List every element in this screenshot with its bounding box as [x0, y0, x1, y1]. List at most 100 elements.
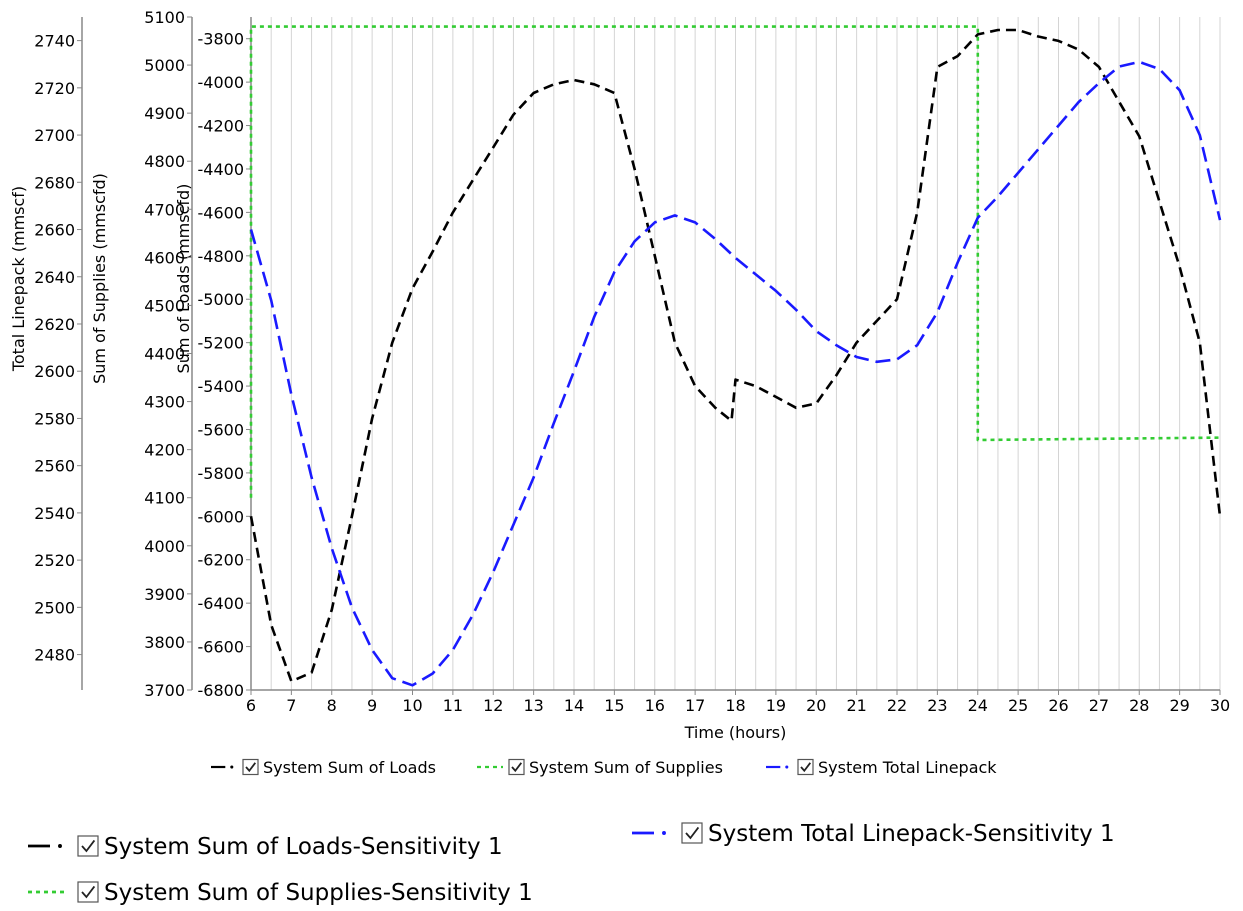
series-line-2 — [249, 60, 1222, 687]
x-tick-label: 13 — [523, 696, 543, 715]
y-tick-label-supplies: 5000 — [144, 56, 185, 75]
y-tick-label-supplies: 4400 — [144, 345, 185, 364]
y-tick-label-linepack: 2640 — [34, 268, 75, 287]
legend-item-small: System Total Linepack — [766, 758, 997, 777]
checkbox-box — [508, 758, 525, 776]
x-tick-label: 27 — [1089, 696, 1109, 715]
y-tick-label-loads: -4000 — [198, 73, 245, 92]
checkbox-box — [681, 822, 703, 844]
x-tick-label: 29 — [1169, 696, 1189, 715]
checkbox-checked-icon — [681, 822, 703, 844]
axes: 6 7 8 9 10 11 12 13 14 15 16 17 18 19 20 21 22 23 24 25 26 27… — [9, 8, 1230, 742]
y-tick-label-loads: -4400 — [198, 160, 245, 179]
x-tick-label: 14 — [564, 696, 584, 715]
checkbox-tick — [800, 762, 812, 773]
y-tick-label-loads: -5200 — [198, 334, 245, 353]
checkbox-tick — [81, 839, 96, 853]
x-tick-label: 6 — [246, 696, 256, 715]
legend-item-small: System Sum of Loads — [211, 758, 436, 777]
checkbox-tick — [81, 885, 96, 899]
legend-label-small: System Total Linepack — [818, 758, 997, 777]
checkbox-tick — [511, 762, 523, 773]
series-lines — [249, 25, 1222, 687]
y-axis-title-supplies: Sum of Supplies (mmscfd) — [90, 173, 109, 384]
y-axis-title-loads: Sum of Loads (mmscfd) — [174, 184, 193, 374]
y-tick-label-loads: -4600 — [198, 203, 245, 222]
legend: System Sum of Loads System Sum of Supplie… — [28, 758, 1115, 906]
x-tick-label: 24 — [968, 696, 988, 715]
y-tick-label-linepack: 2560 — [34, 457, 75, 476]
x-axis-title: Time (hours) — [684, 723, 787, 742]
y-tick-label-supplies: 4100 — [144, 489, 185, 508]
x-tick-label: 30 — [1210, 696, 1230, 715]
y-tick-label-supplies: 5100 — [144, 8, 185, 27]
legend-item-large: System Sum of Loads-Sensitivity 1 — [28, 834, 503, 860]
legend-label-large: System Sum of Loads-Sensitivity 1 — [104, 834, 503, 860]
checkbox-box — [797, 758, 814, 776]
series-line-1 — [249, 25, 1221, 498]
legend-dot-sample — [58, 844, 62, 848]
y-tick-label-loads: -3800 — [198, 30, 245, 49]
checkbox-box — [242, 758, 259, 776]
legend-label-small: System Sum of Supplies — [529, 758, 723, 777]
y-tick-label-supplies: 3700 — [144, 681, 185, 700]
legend-item-large: System Total Linepack-Sensitivity 1 — [632, 821, 1115, 847]
y-tick-label-supplies: 3800 — [144, 633, 185, 652]
x-tick-label: 7 — [286, 696, 296, 715]
checkbox-checked-icon — [77, 881, 99, 903]
y-tick-label-loads: -6000 — [198, 507, 245, 526]
y-tick-label-supplies: 4900 — [144, 104, 185, 123]
y-tick-label-linepack: 2520 — [34, 551, 75, 570]
y-tick-label-supplies: 4000 — [144, 537, 185, 556]
legend-label-small: System Sum of Loads — [263, 758, 436, 777]
legend-label-large: System Total Linepack-Sensitivity 1 — [708, 821, 1115, 847]
x-tick-label: 11 — [443, 696, 463, 715]
x-tick-label: 22 — [887, 696, 907, 715]
x-tick-label: 26 — [1048, 696, 1068, 715]
y-tick-label-supplies: 4800 — [144, 152, 185, 171]
x-tick-label: 25 — [1008, 696, 1028, 715]
y-tick-label-loads: -6200 — [198, 551, 245, 570]
y-tick-label-linepack: 2580 — [34, 409, 75, 428]
x-tick-label: 28 — [1129, 696, 1149, 715]
y-tick-label-loads: -6400 — [198, 594, 245, 613]
checkbox-checked-icon — [797, 758, 814, 776]
x-tick-label: 10 — [402, 696, 422, 715]
y-axis-title-linepack: Total Linepack (mmscf) — [9, 186, 28, 372]
y-tick-label-linepack: 2480 — [34, 646, 75, 665]
legend-dot-sample — [785, 765, 789, 769]
y-tick-label-loads: -4800 — [198, 247, 245, 266]
x-tick-label: 21 — [846, 696, 866, 715]
checkbox-tick — [245, 762, 257, 773]
y-tick-label-linepack: 2720 — [34, 79, 75, 98]
x-tick-label: 16 — [645, 696, 665, 715]
y-tick-label-linepack: 2500 — [34, 598, 75, 617]
checkbox-checked-icon — [242, 758, 259, 776]
x-tick-label: 17 — [685, 696, 705, 715]
y-tick-label-supplies: 4200 — [144, 441, 185, 460]
checkbox-tick — [685, 826, 700, 840]
y-tick-label-loads: -5000 — [198, 290, 245, 309]
y-tick-label-loads: -4200 — [198, 117, 245, 136]
y-tick-label-loads: -5600 — [198, 420, 245, 439]
y-tick-label-loads: -6800 — [198, 681, 245, 700]
y-tick-label-loads: -5400 — [198, 377, 245, 396]
x-tick-label: 9 — [367, 696, 377, 715]
x-tick-label: 8 — [327, 696, 337, 715]
y-tick-label-supplies: 4300 — [144, 393, 185, 412]
y-tick-label-linepack: 2620 — [34, 315, 75, 334]
legend-label-large: System Sum of Supplies-Sensitivity 1 — [104, 880, 533, 906]
y-tick-label-supplies: 4700 — [144, 200, 185, 219]
x-tick-label: 12 — [483, 696, 503, 715]
checkbox-box — [77, 881, 99, 903]
x-tick-label: 15 — [604, 696, 624, 715]
legend-dot-sample — [230, 765, 234, 769]
x-tick-label: 23 — [927, 696, 947, 715]
legend-item-large: System Sum of Supplies-Sensitivity 1 — [28, 880, 533, 906]
checkbox-checked-icon — [77, 835, 99, 857]
series-line-0 — [249, 28, 1222, 683]
y-tick-label-linepack: 2740 — [34, 32, 75, 51]
checkbox-checked-icon — [508, 758, 525, 776]
y-tick-label-supplies: 4600 — [144, 248, 185, 267]
